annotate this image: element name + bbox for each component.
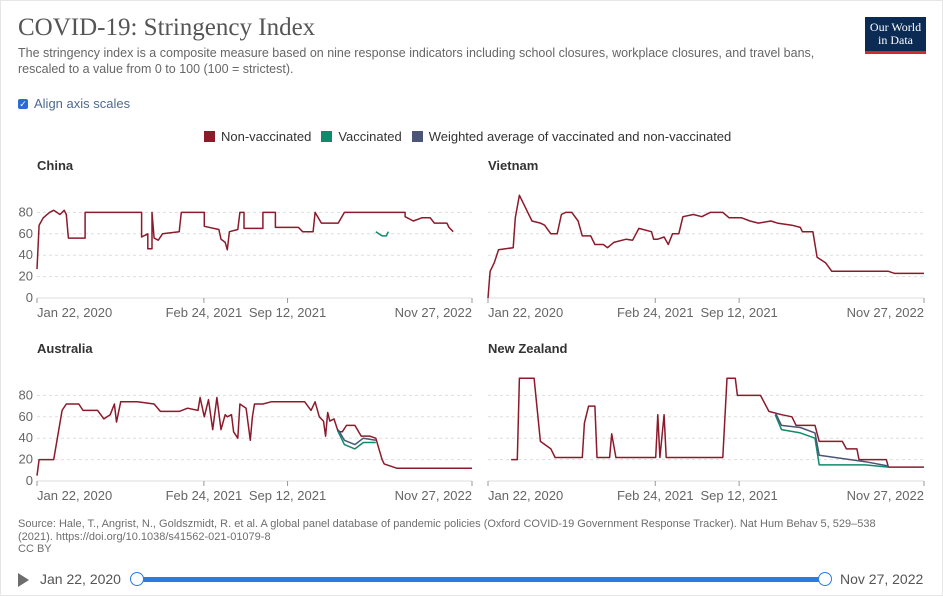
legend-item-weighted-average[interactable]: Weighted average of vaccinated and non-v… — [411, 129, 732, 144]
x-tick-label: Sep 12, 2021 — [700, 488, 777, 503]
legend-swatch-vaccinated — [321, 131, 333, 142]
legend-label: Weighted average of vaccinated and non-v… — [428, 129, 732, 144]
timeline-end-label: Nov 27, 2022 — [840, 571, 924, 587]
x-tick-label: Nov 27, 2022 — [395, 305, 472, 320]
source-line-2[interactable]: (2021). https://doi.org/10.1038/s41562-0… — [18, 530, 271, 543]
legend: Non-vaccinated Vaccinated Weighted avera… — [204, 129, 731, 144]
y-tick-label: 60 — [19, 226, 33, 241]
legend-label: Non-vaccinated — [221, 129, 312, 144]
checkbox-checked-icon[interactable]: ✓ — [18, 98, 28, 109]
x-tick-label: Feb 24, 2021 — [617, 305, 694, 320]
series-line-non-vaccinated[interactable] — [36, 396, 472, 476]
panel-title: New Zealand — [488, 341, 568, 356]
x-tick-label: Nov 27, 2022 — [847, 305, 924, 320]
y-tick-label: 80 — [19, 204, 33, 219]
source-line-1: Source: Hale, T., Angrist, N., Goldszmid… — [18, 518, 876, 530]
panel-china: China 0 20 40 60 80 Jan 22, 2020 Feb 24, 2021 Se… — [19, 158, 473, 320]
panel-vietnam: Vietnam Jan 22, 2020 Feb 24, 2021 Sep 12, 2… — [487, 158, 925, 320]
source-license: CC BY — [18, 543, 52, 555]
timeline-track[interactable] — [136, 577, 825, 582]
align-axis-label: Align axis scales — [34, 96, 131, 111]
timeline-slider[interactable]: Jan 22, 2020 Nov 27, 2022 — [18, 570, 928, 590]
legend-label: Vaccinated — [338, 129, 402, 144]
play-icon[interactable] — [18, 573, 29, 587]
legend-item-vaccinated[interactable]: Vaccinated — [321, 129, 402, 144]
x-tick-label: Nov 27, 2022 — [847, 488, 924, 503]
x-tick-label: Sep 12, 2021 — [700, 305, 777, 320]
y-tick-label: 40 — [19, 430, 33, 445]
panel-new-zealand: New Zealand Jan 22, 2020 Feb 24, 2021 Sep 1… — [487, 341, 925, 503]
x-tick-label: Jan 22, 2020 — [37, 305, 112, 320]
x-tick-label: Feb 24, 2021 — [617, 488, 694, 503]
panel-title: China — [37, 158, 74, 173]
x-tick-label: Nov 27, 2022 — [395, 488, 472, 503]
align-axis-toggle[interactable]: ✓ Align axis scales — [18, 96, 130, 111]
series-line-weighted-average-of-vaccinated-and-non-vaccinated[interactable] — [774, 412, 889, 467]
timeline-end-handle[interactable] — [818, 572, 832, 586]
x-tick-label: Feb 24, 2021 — [166, 488, 243, 503]
timeline-start-handle[interactable] — [130, 572, 144, 586]
panel-australia: Australia 0 20 40 60 80 Jan 22, 2020 Feb 24, 20… — [19, 341, 473, 503]
panel-title: Vietnam — [488, 158, 538, 173]
x-tick-label: Jan 22, 2020 — [488, 488, 563, 503]
legend-item-non-vaccinated[interactable]: Non-vaccinated — [204, 129, 311, 144]
chart-title: COVID-19: Stringency Index — [18, 14, 316, 41]
logo-line-2: in Data — [878, 33, 913, 47]
legend-swatch-weighted-average — [411, 131, 423, 142]
x-tick-label: Feb 24, 2021 — [166, 305, 243, 320]
y-tick-label: 40 — [19, 247, 33, 262]
y-tick-label: 20 — [19, 269, 33, 284]
y-tick-label: 0 — [26, 473, 33, 488]
y-tick-label: 20 — [19, 452, 33, 467]
small-multiples-chart: China 0 20 40 60 80 Jan 22, 2020 Feb 24, 2021 Se… — [19, 158, 925, 503]
series-line-weighted-average-of-vaccinated-and-non-vaccinated[interactable] — [337, 429, 376, 446]
legend-swatch-non-vaccinated — [204, 131, 215, 142]
series-line-vaccinated[interactable] — [774, 414, 889, 468]
series-line-non-vaccinated[interactable] — [487, 194, 924, 299]
series-line-vaccinated[interactable] — [375, 231, 389, 237]
x-tick-label: Jan 22, 2020 — [488, 305, 563, 320]
y-tick-label: 0 — [26, 290, 33, 305]
panel-title: Australia — [37, 341, 93, 356]
x-tick-label: Jan 22, 2020 — [37, 488, 112, 503]
source-note: Source: Hale, T., Angrist, N., Goldszmid… — [18, 518, 918, 556]
x-tick-label: Sep 12, 2021 — [249, 488, 326, 503]
series-line-non-vaccinated[interactable] — [36, 209, 454, 270]
timeline-start-label: Jan 22, 2020 — [40, 571, 121, 587]
owid-logo[interactable]: Our World in Data — [865, 17, 926, 54]
series-line-non-vaccinated[interactable] — [511, 377, 924, 468]
y-tick-label: 80 — [19, 387, 33, 402]
logo-line-1: Our World — [869, 20, 922, 34]
y-tick-label: 60 — [19, 409, 33, 424]
chart-subtitle: The stringency index is a composite meas… — [18, 46, 815, 76]
x-tick-label: Sep 12, 2021 — [249, 305, 326, 320]
series-line-vaccinated[interactable] — [337, 431, 376, 450]
